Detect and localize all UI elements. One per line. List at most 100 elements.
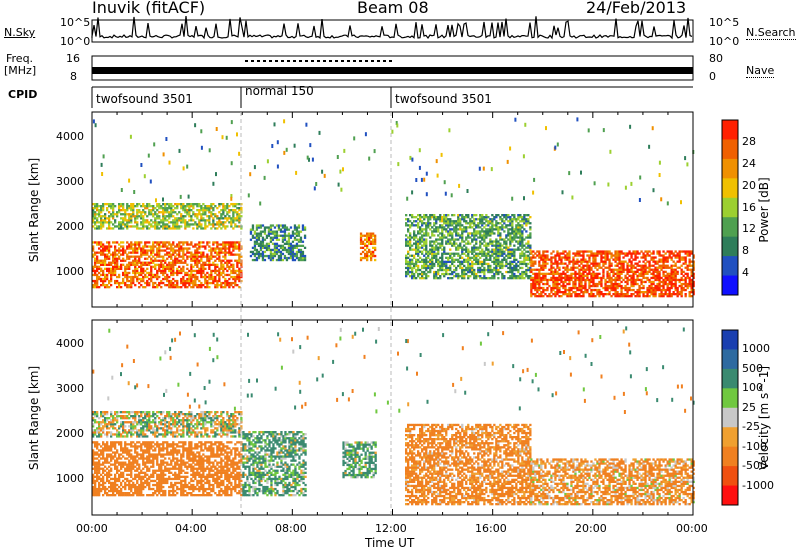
heatmap-cell [214,223,217,226]
heatmap-cell [620,266,623,269]
heatmap-cell [654,274,657,277]
heatmap-cell [634,270,637,273]
heatmap-cell [359,242,363,245]
heatmap-cell [114,219,117,222]
heatmap-cell [94,259,97,262]
heatmap-cell [574,276,577,280]
heatmap-cell [220,215,223,218]
heatmap-cell [608,274,611,277]
heatmap-cell [475,246,478,249]
heatmap-cell [425,238,428,241]
heatmap-cell [94,207,97,210]
heatmap-cell [479,250,482,253]
heatmap-cell [666,274,669,277]
heatmap-cell [128,207,131,210]
heatmap-cell [122,249,125,252]
heatmap-cell [154,263,157,266]
heatmap-cell [182,255,185,258]
heatmap-cell [122,207,125,210]
heatmap-cell [415,234,418,237]
heatmap-cell [186,263,189,266]
heatmap-cell [584,268,587,271]
heatmap-cell [180,277,183,281]
heatmap-cell [497,270,500,274]
heatmap-cell [513,216,516,219]
heatmap-cell [108,219,111,222]
heatmap-cell [110,267,113,270]
heatmap-cell [503,250,506,253]
heatmap-cell [511,238,514,241]
heatmap-cell [473,246,476,249]
heatmap-cell [160,265,163,268]
heatmap-cell [214,259,217,262]
heatmap-cell [636,268,639,271]
heatmap-cell [606,266,609,269]
heatmap-cell [275,238,279,241]
heatmap-cell [417,266,420,270]
heatmap-cell [469,264,472,268]
heatmap-cell [305,122,308,127]
heatmap-cell [364,238,367,241]
heatmap-cell [626,278,629,282]
heatmap-cell [433,252,436,255]
heatmap-cell [118,251,121,254]
heatmap-cell [660,258,663,261]
heatmap-cell [196,203,199,206]
heatmap-cell [128,205,131,208]
heatmap-cell [487,232,490,235]
heatmap-cell [120,249,123,252]
heatmap-cell [222,255,225,258]
heatmap-cell [453,226,456,229]
heatmap-cell [118,203,121,206]
heatmap-cell [174,221,177,224]
heatmap-cell [255,232,259,235]
heatmap-cell [437,228,440,231]
heatmap-cell [419,250,422,253]
heatmap-cell [485,258,488,261]
heatmap-cell [648,286,651,290]
heatmap-cell [534,282,537,286]
heatmap-cell [374,236,377,239]
heatmap-cell [602,128,605,133]
heatmap-cell [534,295,537,298]
heatmap-cell [162,257,165,260]
nave-dot [287,60,290,62]
heatmap-cell [269,248,273,252]
heatmap-cell [156,227,159,230]
heatmap-cell [182,265,185,268]
heatmap-cell [108,223,111,226]
heatmap-cell [608,250,611,253]
heatmap-cell [644,270,647,273]
heatmap-cell [364,242,367,245]
heatmap-cell [323,173,326,178]
heatmap-cell [122,203,125,206]
heatmap-cell [116,259,119,262]
heatmap-cell [447,230,450,233]
heatmap-cell [466,189,469,193]
heatmap-cell [186,243,189,246]
heatmap-cell [672,270,675,273]
heatmap-cell [210,223,213,226]
heatmap-cell [429,222,432,225]
heatmap-cell [668,278,671,282]
heatmap-cell [624,268,627,271]
heatmap-cell [556,260,559,263]
heatmap-cell [521,275,524,278]
heatmap-cell [142,205,145,208]
heatmap-cell [218,203,221,206]
heatmap-cell [497,228,500,231]
heatmap-cell [568,254,571,257]
heatmap-cell [273,248,277,252]
heatmap-cell [618,250,621,253]
heatmap-cell [544,282,547,286]
heatmap-cell [562,293,565,296]
heatmap-cell [421,264,424,268]
heatmap-cell [636,274,639,277]
heatmap-cell [445,222,448,225]
heatmap-cell [632,270,635,273]
heatmap-cell [463,228,466,231]
heatmap-cell [662,260,665,263]
heatmap-cell [552,280,555,284]
heatmap-cell [441,242,444,245]
heatmap-cell [224,225,227,228]
